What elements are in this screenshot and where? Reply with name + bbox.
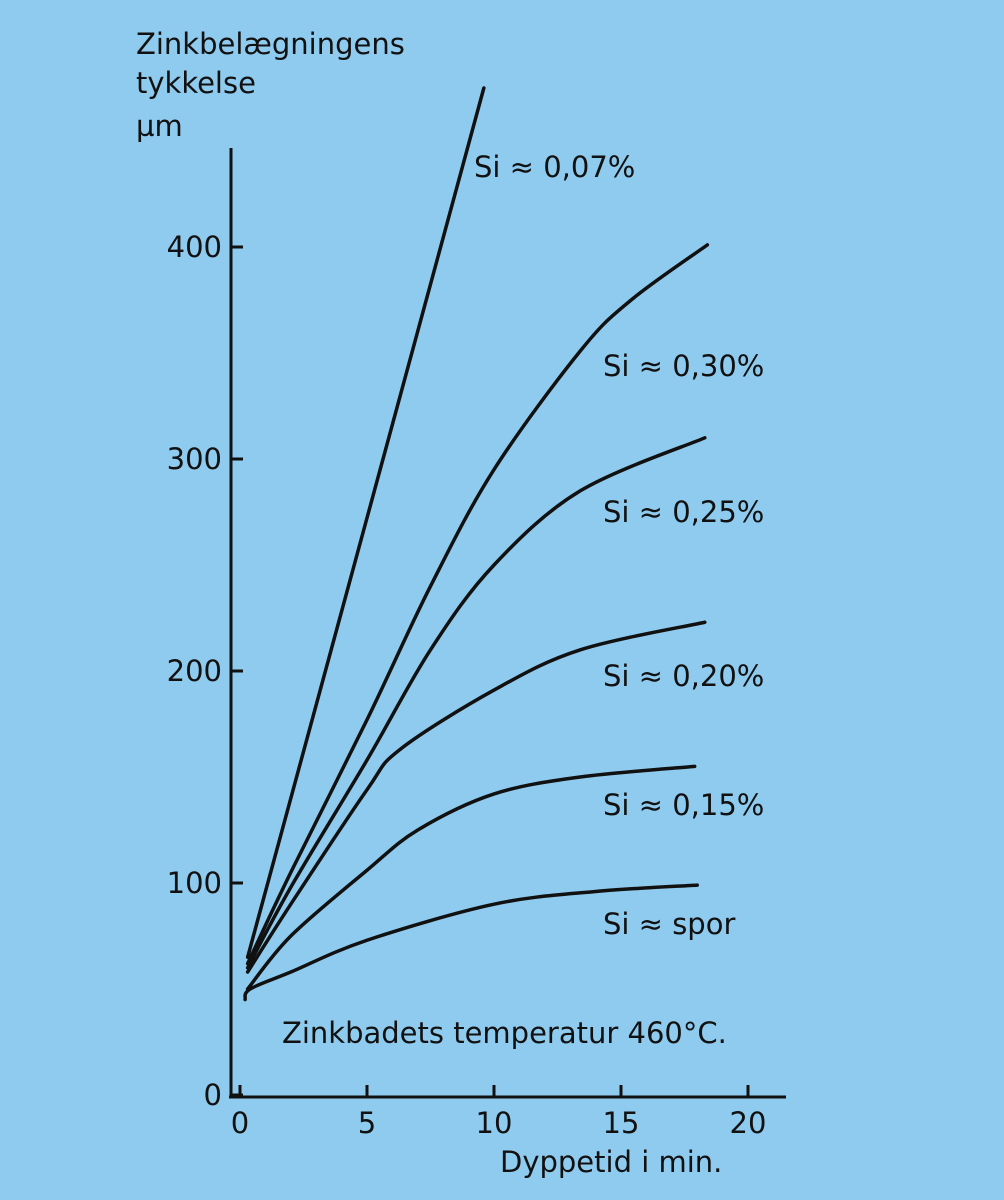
series-label: Si ≈ 0,25% (603, 495, 764, 529)
series-line (245, 620, 707, 974)
y-tick-label: 400 (167, 230, 222, 264)
x-tick-label: 5 (358, 1106, 376, 1140)
y-tick-label: 100 (167, 866, 222, 900)
series-line (245, 764, 697, 991)
x-axis-label: Dyppetid i min. (500, 1145, 722, 1179)
y-tick-label: 200 (167, 654, 222, 688)
series-label: Si ≈ spor (603, 907, 735, 941)
series-line (245, 86, 486, 959)
y-axis-label-line-1: Zinkbelægningens (136, 27, 405, 61)
series-label: Si ≈ 0,20% (603, 659, 764, 693)
x-tick-label: 20 (730, 1106, 767, 1140)
y-tick-label: 0 (204, 1078, 222, 1112)
x-tick-label: 0 (231, 1106, 249, 1140)
x-tick-label: 15 (603, 1106, 640, 1140)
series-line (245, 243, 710, 966)
y-axis-label-line-3: µm (136, 109, 183, 143)
y-axis-label-line-2: tykkelse (136, 66, 256, 100)
y-tick-label: 300 (167, 442, 222, 476)
series-line (245, 436, 707, 970)
x-tick-label: 10 (476, 1106, 513, 1140)
series-line (243, 883, 699, 1002)
series-label: Si ≈ 0,07% (474, 150, 635, 184)
series-label: Si ≈ 0,30% (603, 349, 764, 383)
annotation-temperature: Zinkbadets temperatur 460°C. (282, 1016, 727, 1050)
series-label: Si ≈ 0,15% (603, 788, 764, 822)
